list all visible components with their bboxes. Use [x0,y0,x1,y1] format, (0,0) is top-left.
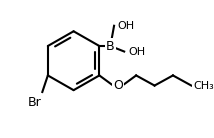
Text: CH₃: CH₃ [193,81,214,91]
Text: OH: OH [118,21,135,31]
Text: O: O [113,79,123,92]
Text: B: B [106,39,115,52]
Text: OH: OH [129,47,146,57]
Text: Br: Br [28,96,42,109]
